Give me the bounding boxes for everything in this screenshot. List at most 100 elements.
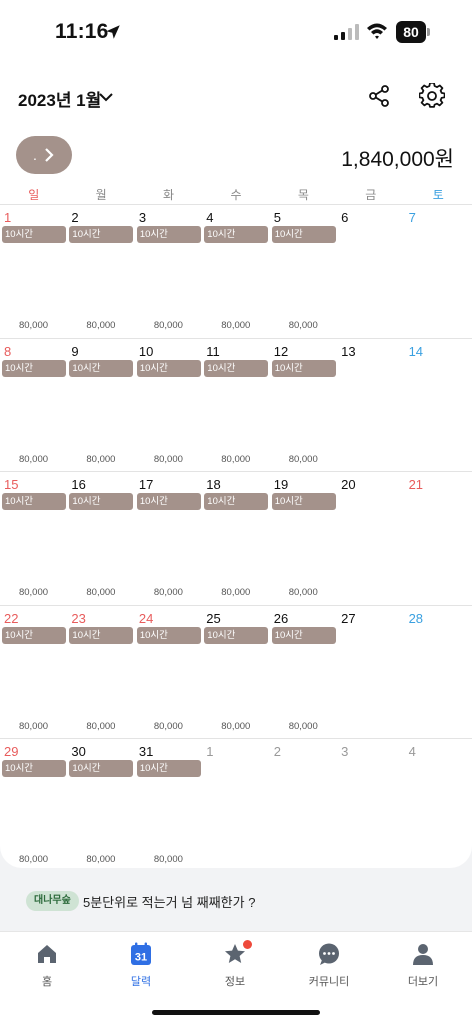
- day-cell[interactable]: 4 10시간 80,000: [202, 204, 269, 337]
- day-amount: 80,000: [153, 320, 183, 331]
- work-hours-chip[interactable]: 10시간: [271, 626, 336, 644]
- day-amount: 80,000: [86, 854, 116, 865]
- day-cell[interactable]: 3 10시간 80,000: [135, 204, 202, 337]
- day-cell[interactable]: 25 10시간 80,000: [202, 605, 269, 738]
- tab-more[interactable]: 더보기: [376, 942, 470, 992]
- gear-icon[interactable]: [419, 83, 445, 109]
- day-number: 22: [4, 610, 19, 626]
- work-hours-chip[interactable]: 10시간: [69, 226, 134, 243]
- work-hours-chip[interactable]: 10시간: [271, 493, 336, 510]
- day-cell[interactable]: 23 10시간 80,000: [67, 605, 134, 738]
- work-hours-chip[interactable]: 10시간: [2, 493, 66, 510]
- day-cell[interactable]: 1 10시간 80,000: [0, 204, 67, 337]
- tab-community[interactable]: 커뮤니티: [282, 942, 376, 992]
- day-cell[interactable]: 4: [405, 738, 472, 871]
- day-amount: 80,000: [288, 453, 318, 465]
- day-number: 24: [138, 610, 154, 626]
- month-title[interactable]: 2023년 1월: [18, 91, 102, 110]
- day-number: 3: [341, 744, 349, 759]
- day-amount: 80,000: [153, 854, 183, 865]
- next-period-button[interactable]: .: [16, 136, 72, 174]
- work-hours-chip[interactable]: 10시간: [204, 626, 269, 644]
- week-divider: [0, 204, 472, 205]
- day-cell[interactable]: 15 10시간 80,000: [0, 471, 67, 604]
- work-hours-chip[interactable]: 10시간: [2, 760, 66, 777]
- tab-home[interactable]: 홈: [0, 942, 94, 992]
- day-cell[interactable]: 1: [202, 738, 269, 871]
- day-cell[interactable]: 19 10시간 80,000: [270, 471, 337, 604]
- day-cell[interactable]: 26 10시간 80,000: [270, 605, 337, 738]
- day-number: 4: [408, 744, 416, 759]
- share-icon[interactable]: [367, 84, 391, 108]
- status-time: 11:16: [55, 20, 109, 43]
- work-hours-chip[interactable]: 10시간: [136, 760, 201, 777]
- work-hours-chip[interactable]: 10시간: [204, 226, 269, 243]
- monthly-total: 1,840,000원: [341, 148, 454, 171]
- day-cell[interactable]: 18 10시간 80,000: [202, 471, 269, 604]
- day-number: 13: [341, 343, 356, 359]
- day-cell[interactable]: 14: [405, 338, 472, 471]
- week-row: 1 10시간 80,000 2 10시간 80,000 3 10시간 80,000 4 10시간 80…: [0, 204, 472, 337]
- work-hours-chip[interactable]: 10시간: [69, 626, 134, 644]
- day-cell[interactable]: 24 10시간 80,000: [135, 605, 202, 738]
- calendar-icon-number: 31: [135, 952, 147, 964]
- chevron-right-icon: [45, 148, 54, 162]
- work-hours-chip[interactable]: 10시간: [271, 359, 336, 377]
- day-cell[interactable]: 5 10시간 80,000: [270, 204, 337, 337]
- day-cell[interactable]: 16 10시간 80,000: [67, 471, 134, 604]
- day-cell[interactable]: 31 10시간 80,000: [135, 738, 202, 871]
- day-cell[interactable]: 20: [337, 471, 404, 604]
- work-hours-chip[interactable]: 10시간: [2, 626, 66, 644]
- location-arrow-icon: [106, 25, 120, 39]
- day-cell[interactable]: 2: [270, 738, 337, 871]
- day-cell[interactable]: 7: [405, 204, 472, 337]
- work-hours-chip[interactable]: 10시간: [136, 359, 201, 377]
- day-amount: 80,000: [221, 453, 251, 465]
- day-cell[interactable]: 17 10시간 80,000: [135, 471, 202, 604]
- work-hours-chip[interactable]: 10시간: [136, 226, 201, 243]
- day-cell[interactable]: 2 10시간 80,000: [67, 204, 134, 337]
- chevron-down-icon[interactable]: [98, 90, 114, 104]
- notification-dot: [243, 940, 252, 949]
- day-number: 20: [341, 477, 356, 492]
- work-hours-chip[interactable]: 10시간: [204, 359, 269, 377]
- day-cell[interactable]: 9 10시간 80,000: [67, 338, 134, 471]
- work-hours-chip[interactable]: 10시간: [136, 493, 201, 510]
- work-hours-chip[interactable]: 10시간: [2, 359, 66, 377]
- day-cell[interactable]: 29 10시간 80,000: [0, 738, 67, 871]
- day-cell[interactable]: 12 10시간 80,000: [270, 338, 337, 471]
- day-number: 7: [408, 210, 416, 225]
- tab-calendar[interactable]: 31 달력: [94, 942, 188, 992]
- day-cell[interactable]: 11 10시간 80,000: [202, 338, 269, 471]
- day-cell[interactable]: 13: [337, 338, 404, 471]
- day-cell[interactable]: 10 10시간 80,000: [135, 338, 202, 471]
- weekday-label: 일: [28, 188, 40, 202]
- work-hours-chip[interactable]: 10시간: [136, 626, 201, 644]
- battery-cap: [427, 28, 430, 36]
- tip-text[interactable]: 5분단위로 적는거 넘 째째한가 ?: [83, 895, 256, 910]
- day-cell[interactable]: 21: [405, 471, 472, 604]
- day-cell[interactable]: 3: [337, 738, 404, 871]
- day-amount: 80,000: [18, 720, 49, 732]
- work-hours-chip[interactable]: 10시간: [69, 359, 134, 377]
- day-cell[interactable]: 27: [337, 605, 404, 738]
- calendar-icon: 31: [131, 942, 151, 965]
- day-cell[interactable]: 28: [405, 605, 472, 738]
- tab-label: 홈: [41, 976, 53, 988]
- day-cell[interactable]: 8 10시간 80,000: [0, 338, 67, 471]
- day-cell[interactable]: 22 10시간 80,000: [0, 605, 67, 738]
- day-number: 25: [206, 610, 221, 626]
- work-hours-chip[interactable]: 10시간: [69, 493, 134, 510]
- work-hours-chip[interactable]: 10시간: [2, 226, 66, 243]
- work-hours-chip[interactable]: 10시간: [271, 226, 336, 243]
- day-number: 30: [71, 744, 86, 759]
- tab-info[interactable]: 정보: [188, 940, 282, 992]
- work-hours-chip[interactable]: 10시간: [69, 760, 134, 777]
- day-cell[interactable]: 6: [337, 204, 404, 337]
- day-number: 29: [4, 744, 19, 759]
- work-hours-chip[interactable]: 10시간: [204, 493, 269, 510]
- day-cell[interactable]: 30 10시간 80,000: [67, 738, 134, 871]
- tip-badge[interactable]: 대나무숲: [26, 891, 79, 911]
- tab-label: 정보: [224, 976, 246, 988]
- day-amount: 80,000: [153, 453, 183, 465]
